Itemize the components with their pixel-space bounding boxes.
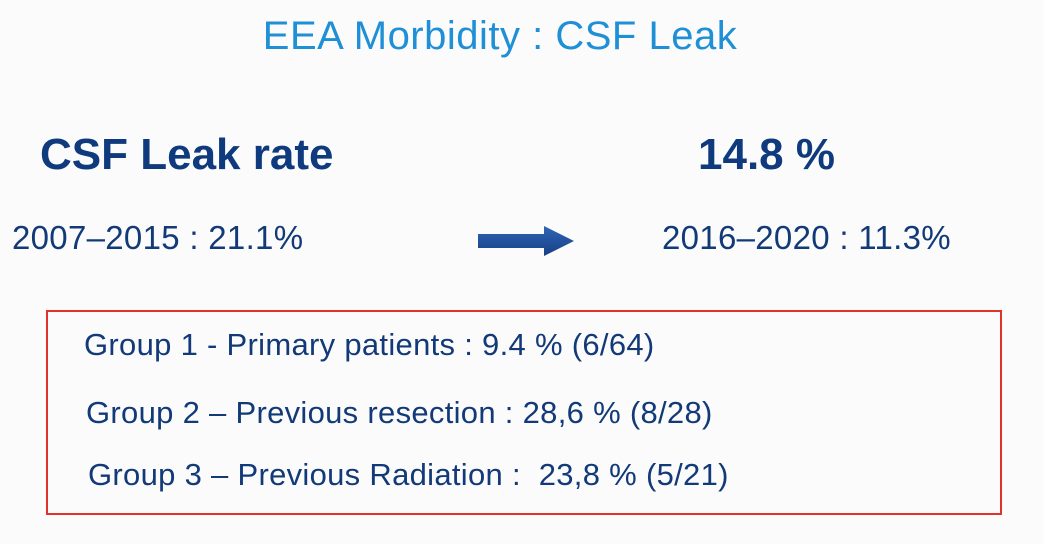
group-results-box: Group 1 - Primary patients : 9.4 % (6/64… (46, 310, 1002, 515)
csf-leak-rate-label: CSF Leak rate (40, 130, 334, 179)
group-1-line: Group 1 - Primary patients : 9.4 % (6/64… (84, 327, 655, 362)
period-after-rate: 2016–2020 : 11.3% (662, 219, 951, 256)
period-before-rate: 2007–2015 : 21.1% (12, 219, 304, 256)
slide-title: EEA Morbidity : CSF Leak (262, 14, 738, 58)
csf-leak-rate-value: 14.8 % (698, 130, 835, 179)
right-arrow-icon (478, 226, 574, 256)
group-2-line: Group 2 – Previous resection : 28,6 % (8… (86, 395, 713, 430)
group-3-line: Group 3 – Previous Radiation : 23,8 % (5… (88, 457, 729, 492)
